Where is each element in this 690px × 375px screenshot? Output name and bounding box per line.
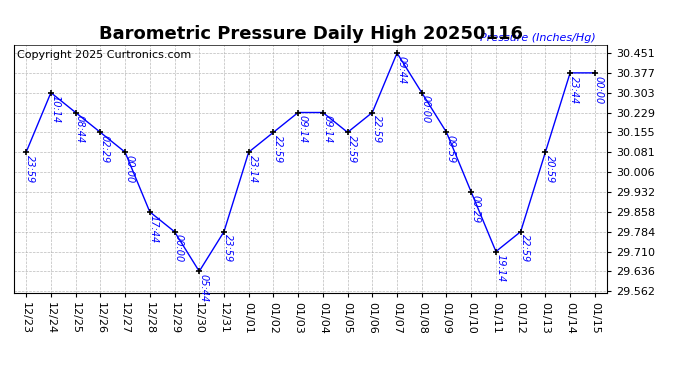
Text: 22:59: 22:59 <box>347 135 357 164</box>
Text: 10:14: 10:14 <box>50 96 60 124</box>
Text: 23:14: 23:14 <box>248 155 258 183</box>
Text: 00:00: 00:00 <box>594 76 604 104</box>
Text: 23:44: 23:44 <box>569 76 580 104</box>
Text: 09:14: 09:14 <box>297 115 307 144</box>
Text: 17:44: 17:44 <box>149 214 159 243</box>
Text: 02:29: 02:29 <box>99 135 110 164</box>
Text: 00:29: 00:29 <box>471 195 480 223</box>
Text: 19:14: 19:14 <box>495 254 505 282</box>
Text: 09:44: 09:44 <box>396 56 406 84</box>
Text: 22:59: 22:59 <box>273 135 283 164</box>
Text: 22:59: 22:59 <box>520 234 530 263</box>
Text: 23:59: 23:59 <box>26 155 35 183</box>
Text: Copyright 2025 Curtronics.com: Copyright 2025 Curtronics.com <box>17 50 191 60</box>
Text: 09:14: 09:14 <box>322 115 332 144</box>
Text: 00:00: 00:00 <box>124 155 135 183</box>
Text: 23:59: 23:59 <box>223 234 233 263</box>
Text: Pressure (Inches/Hg): Pressure (Inches/Hg) <box>480 33 595 42</box>
Text: 00:00: 00:00 <box>421 96 431 124</box>
Text: 00:00: 00:00 <box>174 234 184 263</box>
Text: 05:44: 05:44 <box>199 274 208 302</box>
Text: 08:44: 08:44 <box>75 115 85 144</box>
Title: Barometric Pressure Daily High 20250116: Barometric Pressure Daily High 20250116 <box>99 26 522 44</box>
Text: 20:59: 20:59 <box>544 155 555 183</box>
Text: 22:59: 22:59 <box>371 115 382 144</box>
Text: 09:59: 09:59 <box>446 135 455 164</box>
